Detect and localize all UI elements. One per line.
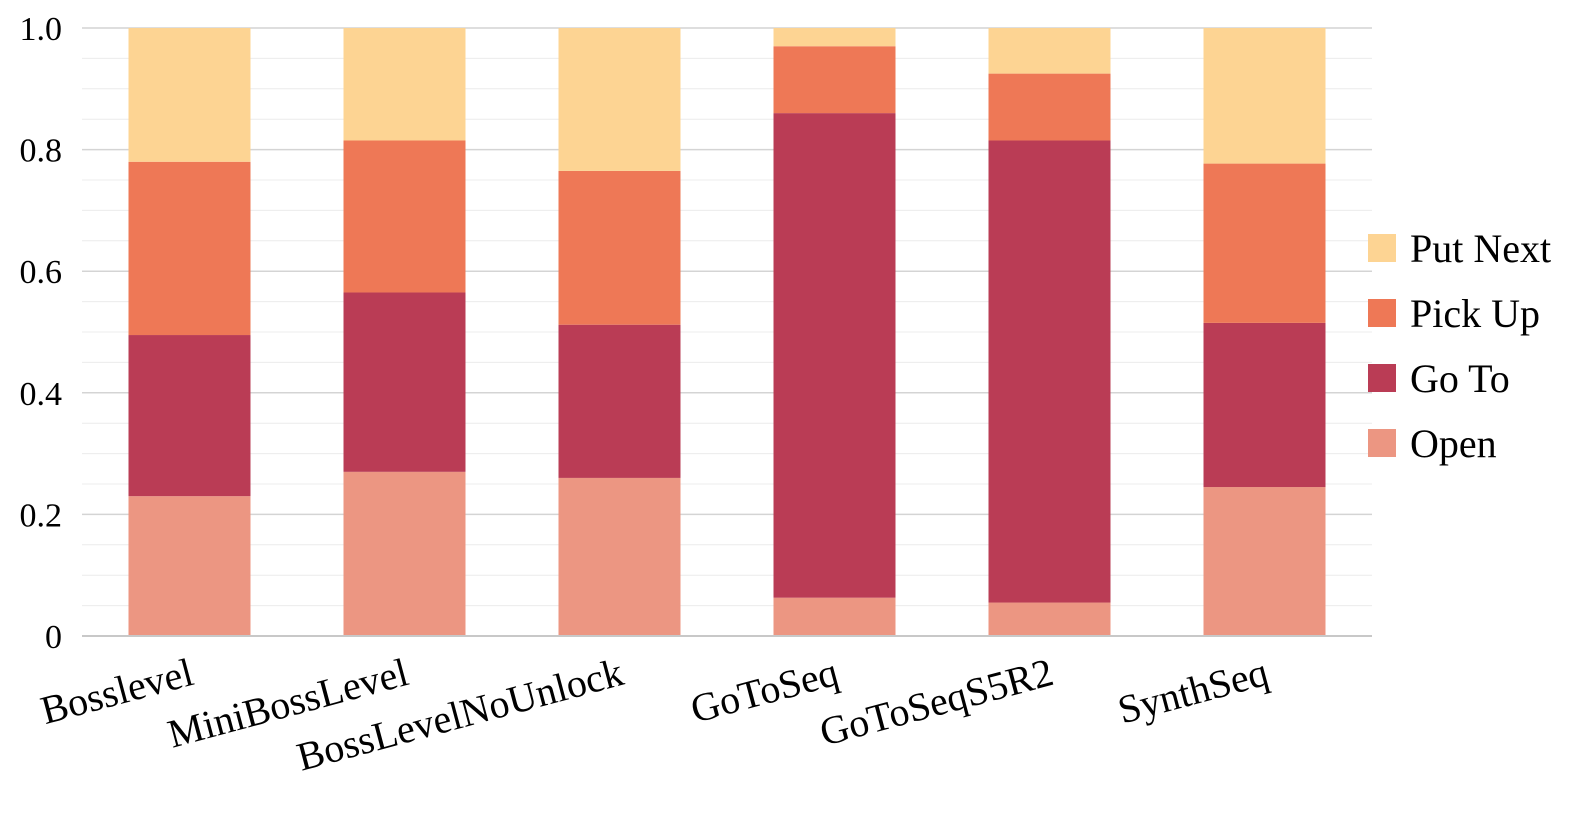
- y-axis-ticks: 0 0.2 0.4 0.6 0.8 1.0: [20, 11, 63, 656]
- bar-put-next-minibosslevel: [343, 28, 466, 141]
- bar-pick-up-bosslevelnounlock: [558, 170, 681, 325]
- bar-go-to-minibosslevel: [343, 292, 466, 472]
- legend-swatch-put-next: [1368, 234, 1396, 262]
- bar-go-to-bosslevelnounlock: [558, 324, 681, 478]
- bar-pick-up-bosslevel: [128, 161, 251, 336]
- grid-lines: [82, 27, 1372, 637]
- y-tick-label: 0.4: [20, 376, 63, 413]
- y-tick-label: 0.6: [20, 254, 63, 291]
- y-tick-label: 0.2: [20, 497, 63, 534]
- bar-put-next-gotoseq: [773, 28, 896, 47]
- bar-go-to-gotoseqs5r2: [988, 140, 1111, 603]
- legend-label: Open: [1410, 421, 1497, 466]
- legend-swatch-open: [1368, 429, 1396, 457]
- legend-label: Put Next: [1410, 226, 1551, 271]
- bar-pick-up-gotoseq: [773, 46, 896, 114]
- bar-put-next-bosslevel: [128, 28, 251, 162]
- bar-pick-up-gotoseqs5r2: [988, 73, 1111, 141]
- bar-go-to-gotoseq: [773, 113, 896, 598]
- bar-put-next-gotoseqs5r2: [988, 28, 1111, 74]
- bar-open-synthseq: [1203, 487, 1326, 636]
- bar-open-minibosslevel: [343, 471, 466, 636]
- bar-open-bosslevelnounlock: [558, 477, 681, 636]
- legend: Put Next Pick Up Go To Open: [1368, 226, 1551, 466]
- legend-label: Pick Up: [1410, 291, 1540, 336]
- legend-label: Go To: [1410, 356, 1510, 401]
- bar-pick-up-minibosslevel: [343, 140, 466, 293]
- bar-open-gotoseq: [773, 597, 896, 636]
- x-category-label: SynthSeq: [1113, 649, 1273, 732]
- bar-open-bosslevel: [128, 496, 251, 636]
- x-category-label: GoToSeqS5R2: [815, 649, 1058, 754]
- y-tick-label: 0: [45, 619, 62, 656]
- bar-put-next-synthseq: [1203, 28, 1326, 164]
- bar-open-gotoseqs5r2: [988, 602, 1111, 636]
- bars: [128, 28, 1326, 636]
- bar-put-next-bosslevelnounlock: [558, 28, 681, 171]
- y-tick-label: 0.8: [20, 133, 63, 170]
- y-tick-label: 1.0: [20, 11, 63, 48]
- bar-pick-up-synthseq: [1203, 163, 1326, 323]
- bar-go-to-bosslevel: [128, 335, 251, 497]
- legend-swatch-pick-up: [1368, 299, 1396, 327]
- legend-swatch-go-to: [1368, 364, 1396, 392]
- bar-go-to-synthseq: [1203, 322, 1326, 488]
